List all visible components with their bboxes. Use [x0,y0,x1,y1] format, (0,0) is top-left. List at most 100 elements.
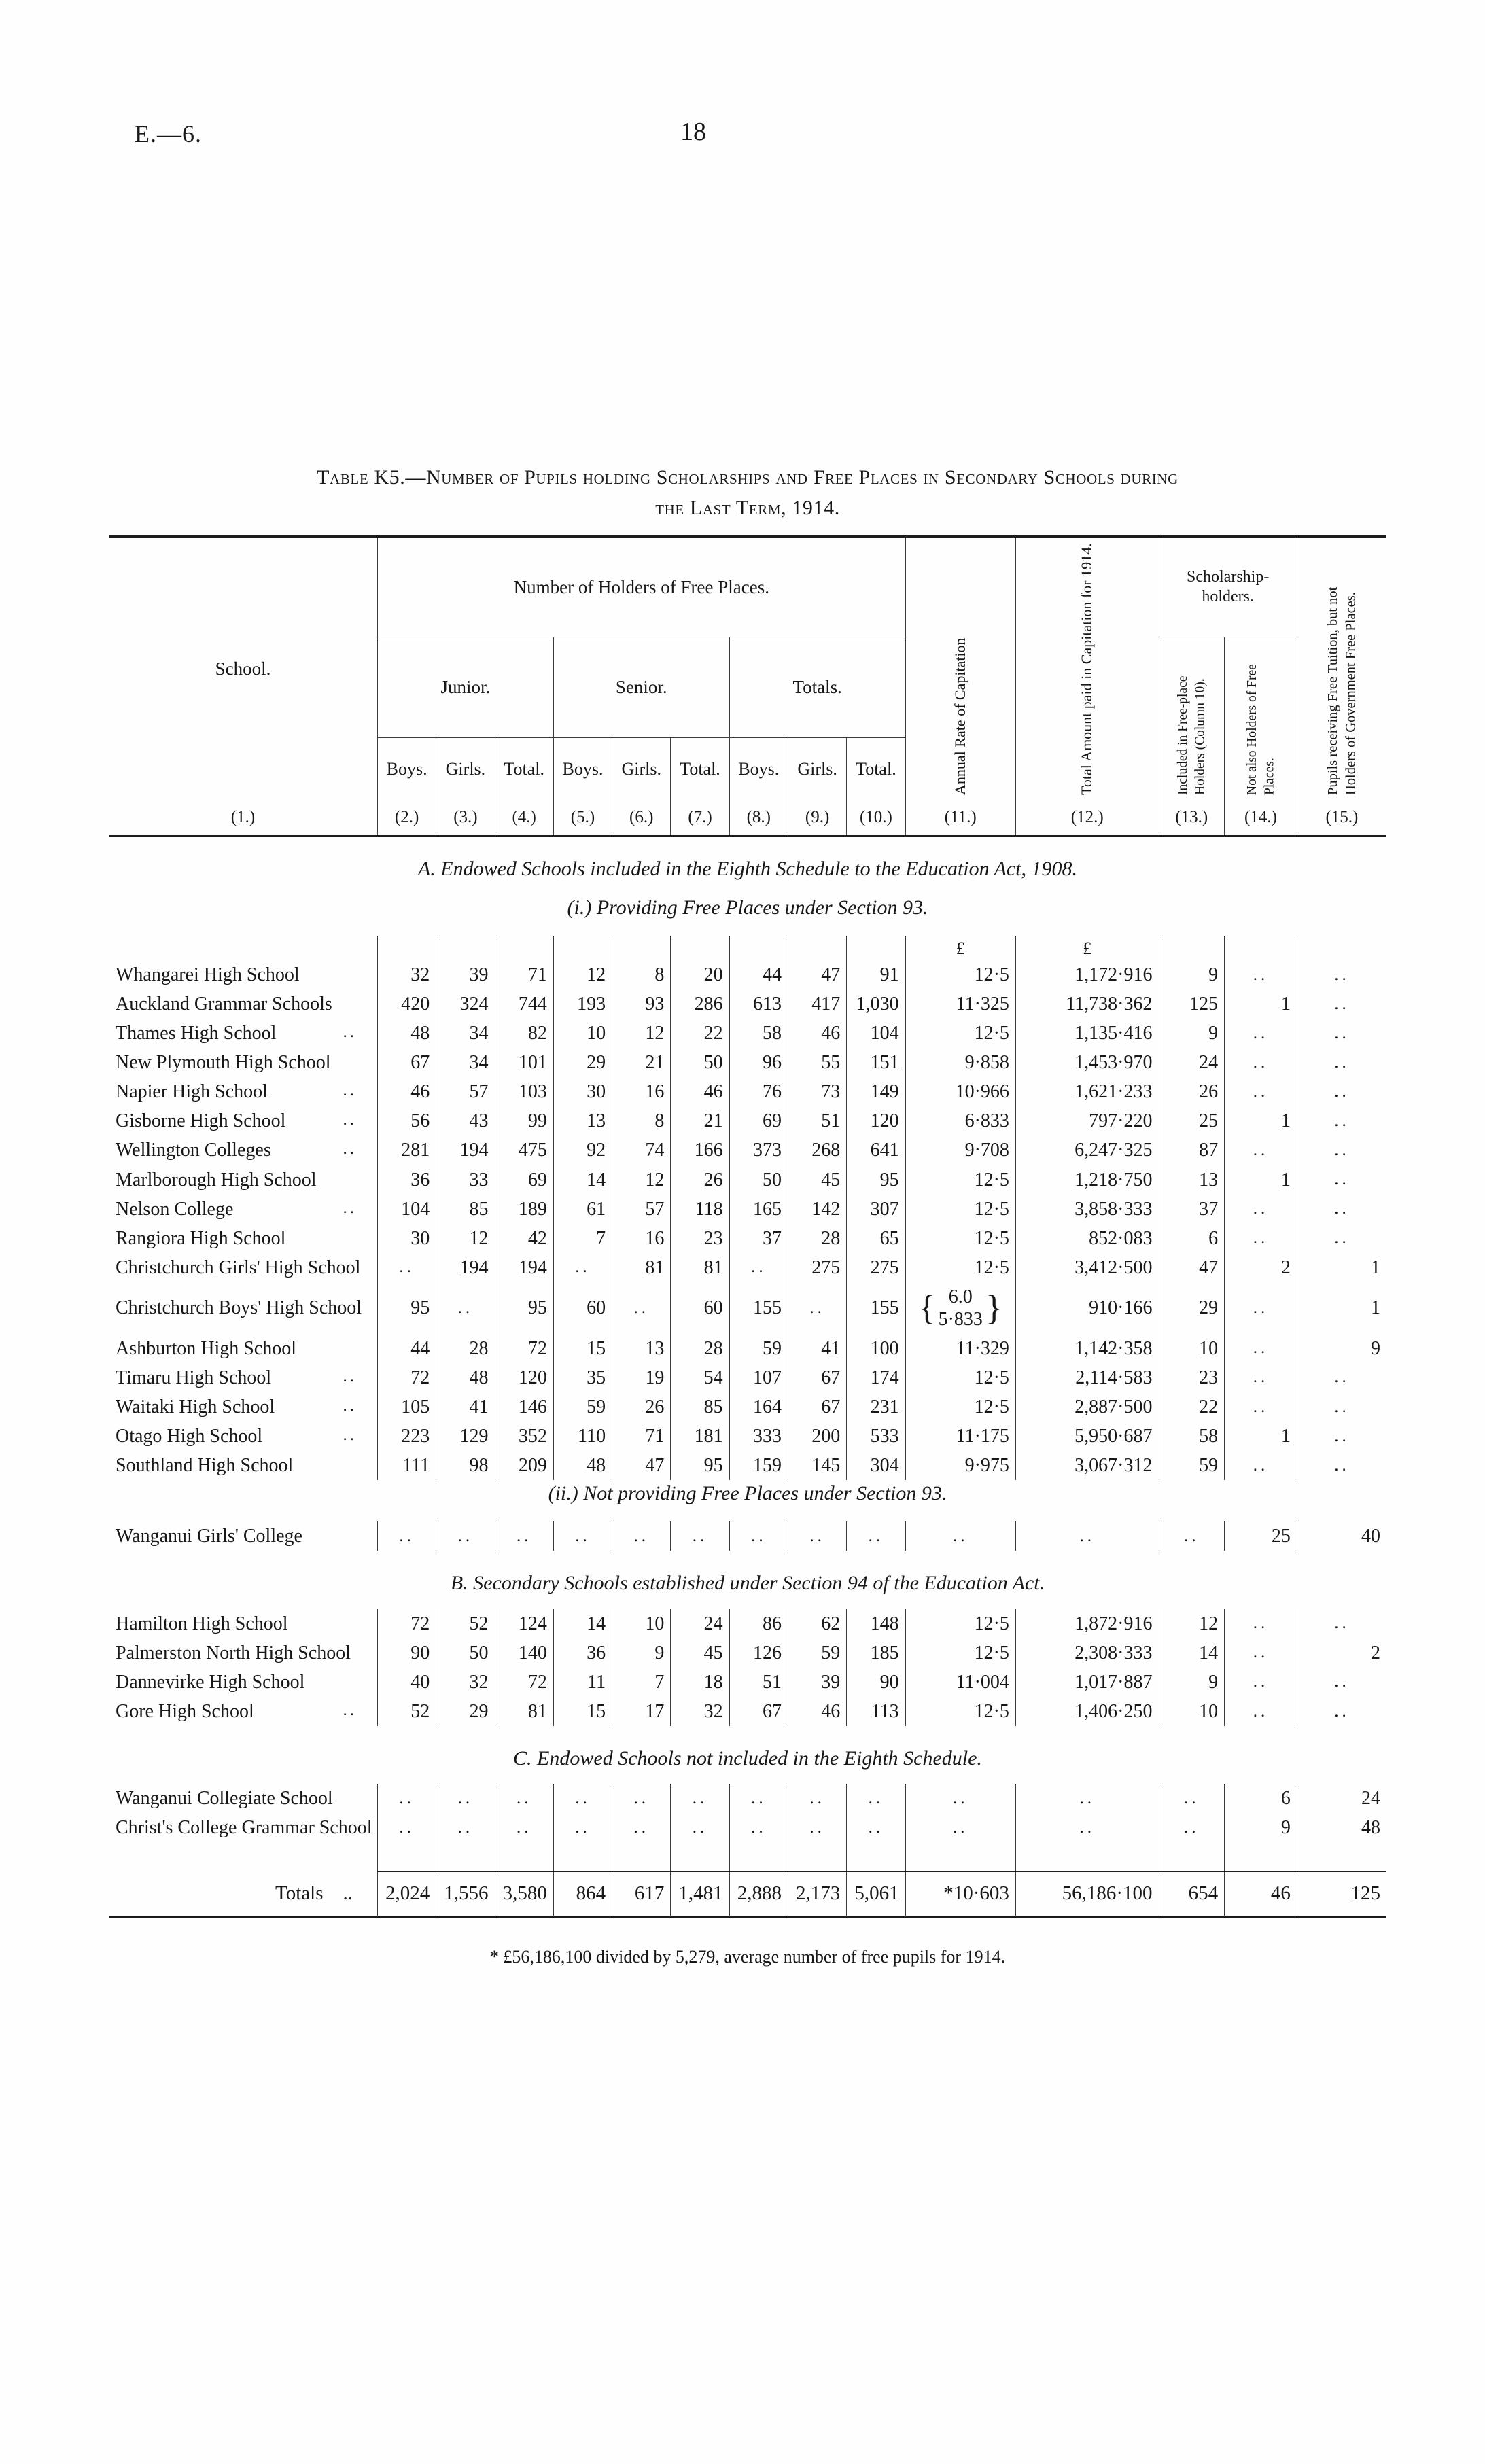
school-name: Marlborough High School [116,1169,317,1191]
school-name-cell: Napier High School.. [109,1077,377,1106]
data-cell: .. [612,1521,671,1551]
data-cell: 617 [612,1871,671,1917]
data-cell: .. [1158,1813,1225,1843]
empty-cell [436,1842,495,1872]
data-cell: 797·220 [1015,1106,1159,1136]
data-cell: 96 [729,1048,788,1078]
data-cell: 60 [670,1282,730,1334]
data-cell: 104 [846,1019,906,1049]
data-cell: 22 [1158,1392,1225,1422]
table-row: Rangiora High School 30 12 42 7 16 23 37 28 65 12·… [109,1223,1386,1253]
empty-cell [1158,936,1225,961]
school-name: Christchurch Girls' High School [116,1256,361,1278]
data-cell: 33 [436,1165,495,1195]
table-body: A. Endowed Schools included in the Eight… [109,836,1386,1917]
school-name: Dannevirke High School [116,1671,305,1693]
data-cell: 475 [494,1136,554,1165]
data-cell: 92 [553,1136,612,1165]
data-cell: 12·5 [905,1223,1016,1253]
data-cell: 1 [1224,1165,1297,1195]
header-junior-boys: Boys. [377,737,436,800]
data-cell: .. [377,1521,436,1551]
data-cell: 13 [553,1106,612,1136]
data-cell: .. [787,1521,847,1551]
empty-cell [1015,1842,1159,1872]
dot-leader: .. [343,1081,357,1100]
data-cell: 1,621·233 [1015,1077,1159,1107]
data-cell: 1,135·416 [1015,1019,1159,1049]
data-cell: .. [729,1784,788,1814]
header-row-groups: School. Number of Holders of Free Places… [109,536,1386,800]
data-cell: 194 [436,1136,495,1165]
data-cell: 12·5 [905,1696,1016,1726]
column-number: (6.) [612,800,671,837]
dot-leader: .. [343,1700,357,1719]
data-cell: 1 [1224,1106,1297,1136]
data-cell: 54 [670,1362,730,1392]
data-cell: 3,858·333 [1015,1194,1159,1224]
data-cell: 11·175 [905,1421,1016,1451]
data-cell: 22 [670,1019,730,1049]
dot-leader: .. [343,1396,357,1415]
data-cell: 29 [436,1696,495,1726]
data-cell: 62 [787,1608,847,1638]
data-cell: 48 [436,1362,495,1392]
school-name-cell: Christ's College Grammar School [109,1813,377,1842]
data-cell: 9 [1158,1019,1225,1049]
data-cell: 9 [1158,1667,1225,1697]
data-cell: 189 [494,1194,554,1224]
data-cell: 25 [1224,1521,1297,1551]
header-school: School. [215,658,271,679]
data-cell: .. [1296,1223,1386,1253]
data-cell: 67 [729,1696,788,1726]
data-cell: 12·5 [905,1638,1016,1668]
data-cell: 40 [377,1667,436,1697]
data-cell: 72 [494,1333,554,1363]
empty-cell [1224,936,1297,961]
data-cell: 45 [670,1638,730,1668]
data-cell: .. [1224,1450,1297,1480]
data-cell: .. [553,1784,612,1814]
data-cell: 25 [1158,1106,1225,1136]
data-cell: 333 [729,1421,788,1451]
data-cell: 10 [612,1608,671,1638]
data-cell: 1,481 [670,1871,730,1917]
data-cell: .. [1296,1450,1386,1480]
data-cell: 304 [846,1450,906,1480]
data-cell: .. [905,1813,1016,1843]
data-cell: 140 [494,1638,554,1668]
data-cell: 39 [787,1667,847,1697]
school-name: Southland High School [116,1454,294,1476]
school-name: Nelson College [116,1198,234,1220]
section-heading-text: C. Endowed Schools not included in the E… [513,1746,982,1770]
school-name-cell: Gisborne High School.. [109,1106,377,1136]
data-cell: 12 [436,1223,495,1253]
data-cell: 69 [729,1106,788,1136]
data-cell: {6.0 5·833} [905,1282,1016,1334]
data-cell: .. [846,1784,906,1814]
school-name: Hamilton High School [116,1613,288,1634]
empty-cell [553,1842,612,1872]
column-number: (12.) [1015,800,1159,837]
school-name: Christ's College Grammar School [116,1817,372,1839]
data-cell: 11·004 [905,1667,1016,1697]
data-cell: .. [1224,1019,1297,1049]
data-cell: .. [787,1282,847,1334]
school-name-cell: Otago High School.. [109,1422,377,1451]
empty-cell [1296,936,1386,961]
empty-cell [494,936,554,961]
data-cell: 12 [553,960,612,990]
data-cell: 98 [436,1450,495,1480]
data-cell: 15 [553,1696,612,1726]
data-cell: 29 [553,1048,612,1078]
table-row: Southland High School 111 98 209 48 47 95 159 14… [109,1450,1386,1480]
data-cell: .. [1224,1333,1297,1363]
data-cell: 44 [729,960,788,990]
header-senior-girls: Girls. [612,737,671,800]
data-cell: .. [846,1521,906,1551]
table-row: Marlborough High School 36 33 69 14 12 26 50 45 9… [109,1165,1386,1195]
dot-leader: .. [343,1023,357,1042]
section-heading: B. Secondary Schools established under S… [109,1551,1386,1608]
header-pupils-free-tuition: Pupils receiving Free Tuition, but not H… [1296,536,1386,800]
